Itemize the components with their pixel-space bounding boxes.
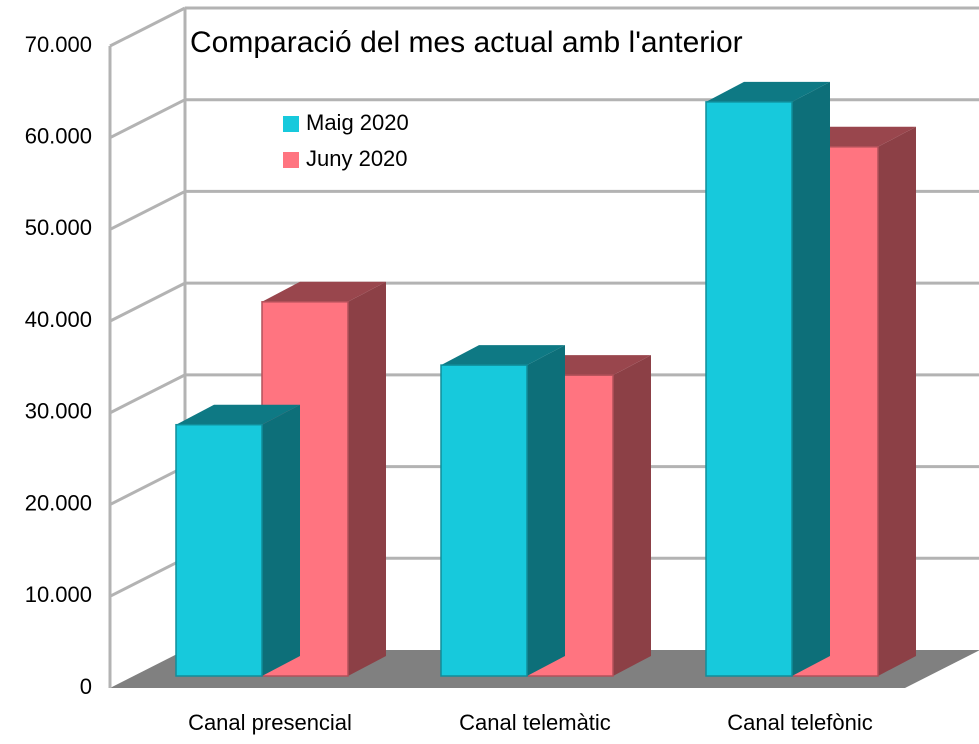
bar-top	[262, 281, 386, 302]
x-tick-label: Canal presencial	[188, 710, 352, 735]
x-tick-label: Canal telemàtic	[459, 710, 611, 735]
y-tick-label: 10.000	[25, 582, 92, 607]
grid-line	[109, 281, 186, 323]
bar-top	[441, 345, 565, 366]
legend-swatch	[283, 116, 299, 132]
bar	[175, 423, 263, 677]
bar	[705, 101, 793, 677]
legend-label: Maig 2020	[306, 110, 409, 135]
bar-side	[878, 126, 916, 676]
y-tick-label: 50.000	[25, 215, 92, 240]
bar	[440, 364, 528, 677]
y-tick-label: 70.000	[25, 32, 92, 57]
bar-side	[792, 81, 830, 676]
x-tick-label: Canal telefònic	[727, 710, 873, 735]
bar-side	[348, 281, 386, 676]
bar-top	[706, 81, 830, 102]
grid-line	[109, 6, 186, 48]
y-tick-label: 30.000	[25, 399, 92, 424]
bar-side	[527, 345, 565, 676]
chart-title: Comparació del mes actual amb l'anterior	[190, 26, 743, 59]
y-tick-label: 0	[80, 674, 92, 699]
bar-top	[176, 404, 300, 425]
grid-line	[109, 190, 186, 231]
y-tick-label: 20.000	[25, 490, 92, 515]
legend-label: Juny 2020	[306, 146, 408, 171]
bar-side	[613, 355, 651, 676]
grid-line	[109, 556, 186, 598]
grid-line	[109, 465, 186, 506]
bar-side	[262, 404, 300, 676]
y-tick-label: 60.000	[25, 124, 92, 149]
grid-line	[109, 373, 186, 415]
legend-swatch	[283, 152, 299, 168]
y-tick-label: 40.000	[25, 307, 92, 332]
grid-line	[109, 98, 186, 140]
